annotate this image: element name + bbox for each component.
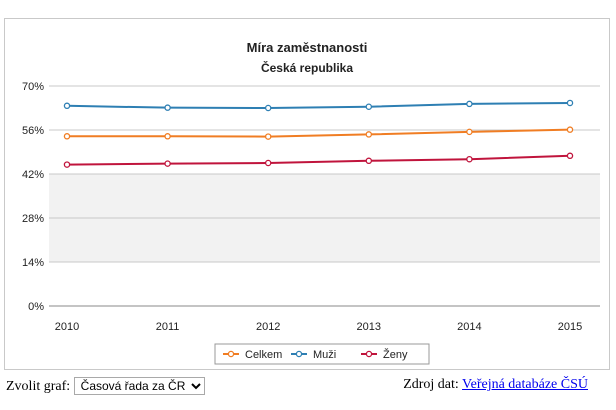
y-tick-label: 42% xyxy=(22,169,44,181)
data-point xyxy=(63,133,71,140)
series-2 xyxy=(63,152,574,168)
chart-selector[interactable]: Časová řada za ČR xyxy=(73,377,205,395)
data-point xyxy=(466,128,473,136)
legend-label: Ženy xyxy=(383,348,408,361)
data-point xyxy=(365,131,373,138)
legend-swatch-marker xyxy=(295,350,303,358)
legend-label: Muži xyxy=(313,349,336,361)
series-0 xyxy=(63,126,574,140)
data-point xyxy=(164,104,171,111)
y-tick-label: 0% xyxy=(28,301,44,313)
chart-selector-label: Zvolit graf: xyxy=(6,379,71,394)
data-point xyxy=(566,152,574,160)
legend-label: Celkem xyxy=(245,349,282,361)
data-point xyxy=(365,103,373,110)
x-tick-label: 2010 xyxy=(55,321,79,333)
data-point xyxy=(63,102,71,110)
chart-title: Míra zaměstnanosti xyxy=(247,40,368,55)
series-line xyxy=(66,154,571,166)
chart-subtitle: Česká republika xyxy=(261,60,353,75)
data-point xyxy=(466,100,473,108)
series-1 xyxy=(63,99,574,112)
data-point xyxy=(164,133,171,140)
chart-frame: Míra zaměstnanosti Česká republika 0% 14% 28… xyxy=(4,18,610,370)
data-point xyxy=(466,155,473,163)
x-tick-label: 2015 xyxy=(558,321,582,333)
x-tick-label: 2013 xyxy=(357,321,381,333)
x-tick-label: 2012 xyxy=(256,321,280,333)
data-source: Zdroj dat: Veřejná databáze ČSÚ xyxy=(403,377,588,393)
y-tick-label: 28% xyxy=(22,213,44,225)
series-line xyxy=(66,101,571,110)
y-tick-label: 70% xyxy=(22,81,44,93)
legend-swatch-marker xyxy=(365,350,373,358)
line-chart: Míra zaměstnanosti Česká republika 0% 14% 28… xyxy=(22,40,600,365)
data-point xyxy=(365,157,373,165)
data-source-link[interactable]: Veřejná databáze ČSÚ xyxy=(462,377,588,392)
x-tick-label: 2014 xyxy=(457,321,481,333)
data-point xyxy=(264,104,272,112)
y-tick-label: 14% xyxy=(22,257,44,269)
plot-band-white xyxy=(49,262,600,306)
legend-box xyxy=(214,343,430,365)
data-point xyxy=(164,160,171,167)
data-point xyxy=(264,133,272,140)
data-point xyxy=(566,126,574,133)
series-line xyxy=(67,128,571,138)
data-point xyxy=(264,159,272,167)
chart-selector-row: Zvolit graf: Časová řada za ČR xyxy=(6,377,205,395)
data-point xyxy=(63,161,71,168)
legend-swatch-marker xyxy=(227,350,235,358)
data-source-label: Zdroj dat: xyxy=(403,377,459,392)
data-point xyxy=(566,99,574,107)
y-tick-label: 56% xyxy=(22,125,44,137)
x-tick-label: 2011 xyxy=(156,321,180,333)
